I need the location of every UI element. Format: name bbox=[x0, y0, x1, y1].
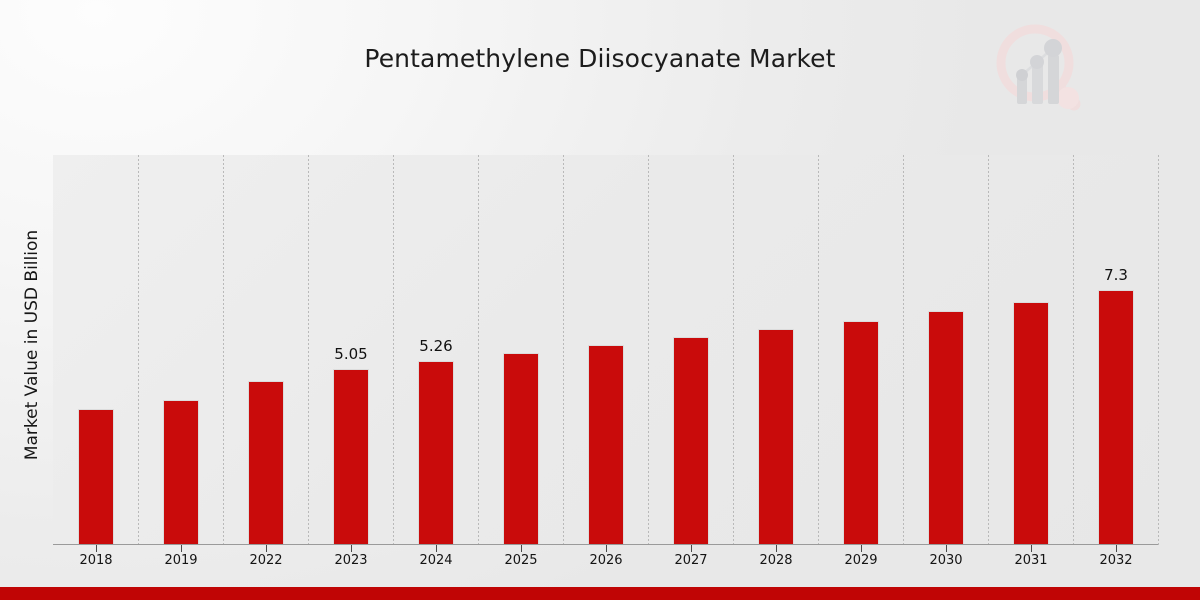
x-tick-mark bbox=[266, 545, 267, 552]
x-tick-label-2026: 2026 bbox=[589, 553, 623, 568]
x-tick-label-2028: 2028 bbox=[759, 553, 793, 568]
x-tick-mark bbox=[861, 545, 862, 552]
gridline bbox=[1158, 155, 1159, 545]
x-tick-label-2031: 2031 bbox=[1014, 553, 1048, 568]
x-tick-mark bbox=[691, 545, 692, 552]
bar-2031[interactable] bbox=[1013, 302, 1049, 544]
x-tick-mark bbox=[946, 545, 947, 552]
page-title: Pentamethylene Diisocyanate Market bbox=[364, 44, 836, 73]
bar-value-label-2023: 5.05 bbox=[334, 345, 368, 363]
x-tick-mark bbox=[96, 545, 97, 552]
bar-rect[interactable] bbox=[928, 311, 964, 544]
x-tick-label-2022: 2022 bbox=[249, 553, 283, 568]
x-tick-label-2019: 2019 bbox=[164, 553, 198, 568]
x-tick-mark bbox=[776, 545, 777, 552]
bar-2028[interactable] bbox=[758, 329, 794, 544]
bar-rect[interactable] bbox=[333, 369, 369, 544]
x-tick-mark bbox=[351, 545, 352, 552]
x-tick-label-2023: 2023 bbox=[334, 553, 368, 568]
bar-value-label-2032: 7.3 bbox=[1104, 266, 1128, 284]
bar-2030[interactable] bbox=[928, 311, 964, 544]
gridline bbox=[563, 155, 564, 545]
gridline bbox=[393, 155, 394, 545]
bar-2026[interactable] bbox=[588, 345, 624, 544]
bar-2018[interactable] bbox=[78, 409, 114, 544]
bar-2023[interactable] bbox=[333, 369, 369, 544]
x-tick-mark bbox=[436, 545, 437, 552]
bar-2029[interactable] bbox=[843, 321, 879, 544]
x-tick-label-2018: 2018 bbox=[79, 553, 113, 568]
x-tick-label-2024: 2024 bbox=[419, 553, 453, 568]
bar-rect[interactable] bbox=[1013, 302, 1049, 544]
bar-rect[interactable] bbox=[163, 400, 199, 544]
bar-rect[interactable] bbox=[503, 353, 539, 544]
magnifier-bar-chart-logo-icon bbox=[988, 18, 1092, 122]
bar-rect[interactable] bbox=[1098, 290, 1134, 544]
bar-value-label-2024: 5.26 bbox=[419, 337, 453, 355]
bar-rect[interactable] bbox=[418, 361, 454, 544]
bar-2019[interactable] bbox=[163, 400, 199, 544]
x-tick-mark bbox=[521, 545, 522, 552]
gridline bbox=[818, 155, 819, 545]
x-tick-label-2027: 2027 bbox=[674, 553, 708, 568]
bar-2032[interactable] bbox=[1098, 290, 1134, 544]
x-tick-label-2030: 2030 bbox=[929, 553, 963, 568]
bar-rect[interactable] bbox=[248, 381, 284, 544]
bar-rect[interactable] bbox=[78, 409, 114, 544]
x-tick-mark bbox=[181, 545, 182, 552]
gridline bbox=[1073, 155, 1074, 545]
x-axis-line bbox=[53, 544, 1158, 545]
gridline bbox=[138, 155, 139, 545]
x-tick-label-2032: 2032 bbox=[1099, 553, 1133, 568]
x-tick-mark bbox=[1031, 545, 1032, 552]
gridline bbox=[648, 155, 649, 545]
footer-strip bbox=[0, 587, 1200, 600]
bar-2022[interactable] bbox=[248, 381, 284, 544]
gridline bbox=[478, 155, 479, 545]
gridline bbox=[733, 155, 734, 545]
bar-2025[interactable] bbox=[503, 353, 539, 544]
bar-2024[interactable] bbox=[418, 361, 454, 544]
bar-rect[interactable] bbox=[588, 345, 624, 544]
x-tick-mark bbox=[606, 545, 607, 552]
x-tick-label-2029: 2029 bbox=[844, 553, 878, 568]
gridline bbox=[903, 155, 904, 545]
bar-rect[interactable] bbox=[758, 329, 794, 544]
gridline bbox=[308, 155, 309, 545]
gridline bbox=[223, 155, 224, 545]
bar-2027[interactable] bbox=[673, 337, 709, 544]
y-axis-title: Market Value in USD Billion bbox=[22, 229, 42, 461]
bar-rect[interactable] bbox=[673, 337, 709, 544]
gridline bbox=[988, 155, 989, 545]
bar-rect[interactable] bbox=[843, 321, 879, 544]
x-tick-label-2025: 2025 bbox=[504, 553, 538, 568]
x-tick-mark bbox=[1116, 545, 1117, 552]
